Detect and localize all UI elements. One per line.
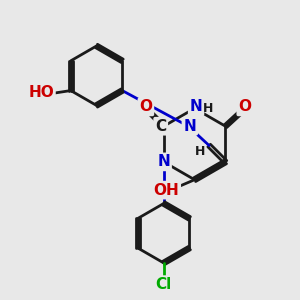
Text: Cl: Cl	[156, 277, 172, 292]
Text: C: C	[155, 119, 166, 134]
Text: H: H	[194, 145, 205, 158]
Text: O: O	[238, 99, 251, 114]
Text: N: N	[190, 99, 202, 114]
Text: HO: HO	[28, 85, 54, 100]
Text: H: H	[203, 102, 213, 115]
Text: N: N	[157, 154, 170, 169]
Text: N: N	[183, 119, 196, 134]
Text: O: O	[140, 99, 152, 114]
Text: OH: OH	[154, 183, 179, 198]
